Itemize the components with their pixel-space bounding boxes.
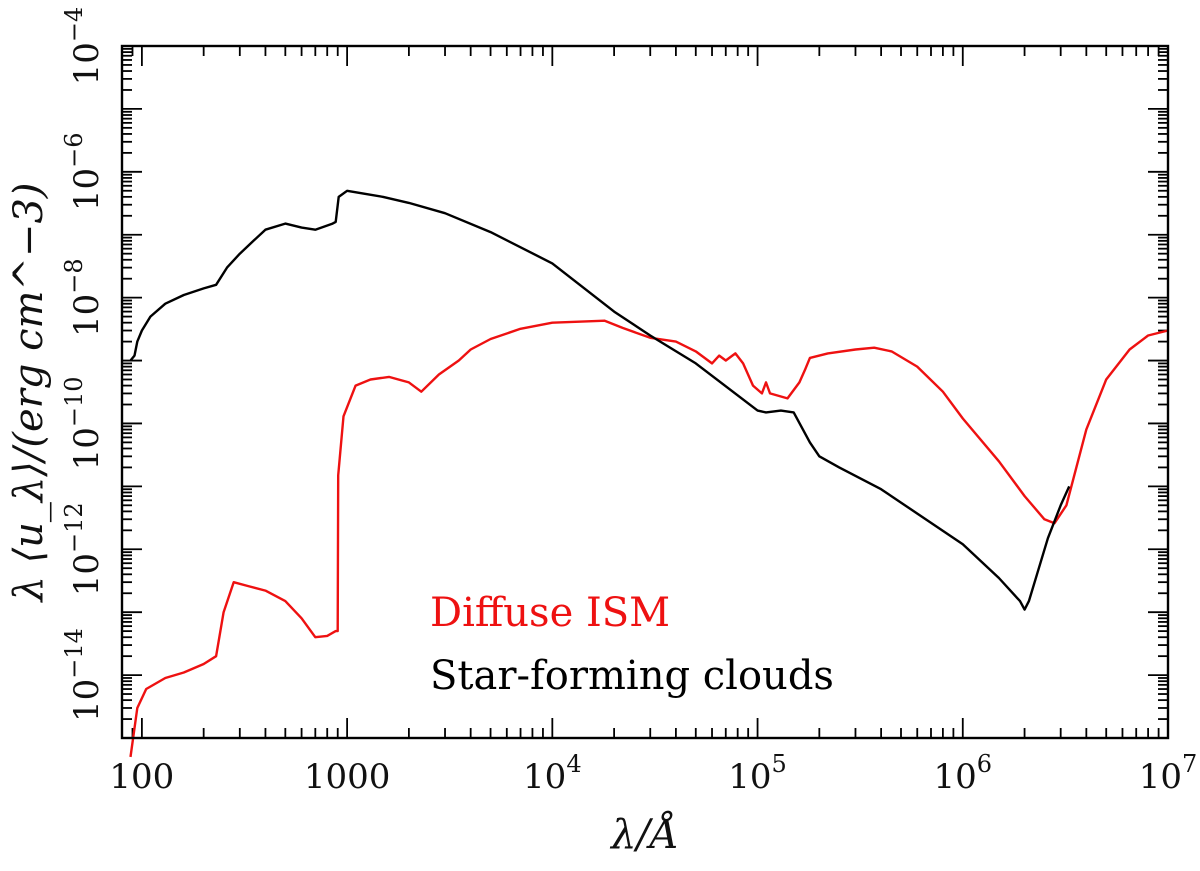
y-axis-title: λ ⟨u_λ⟩/(erg cm^−3) bbox=[6, 182, 52, 603]
legend-star-forming-clouds: Star-forming clouds bbox=[430, 653, 834, 699]
x-tick-label: 106 bbox=[934, 750, 993, 797]
x-tick-label: 107 bbox=[1139, 750, 1198, 797]
y-tick-label: 10−12 bbox=[60, 502, 107, 596]
y-tick-label: 10−6 bbox=[60, 132, 107, 211]
x-tick-label: 104 bbox=[523, 750, 582, 797]
y-tick-label: 10−8 bbox=[60, 258, 107, 337]
legend-diffuse-ism: Diffuse ISM bbox=[430, 590, 670, 636]
y-tick-label: 10−10 bbox=[60, 376, 107, 470]
x-tick-label: 1000 bbox=[304, 757, 391, 797]
series-line-star-forming-clouds bbox=[129, 189, 1071, 611]
x-tick-label: 100 bbox=[109, 757, 174, 797]
series-line-diffuse-ism bbox=[129, 319, 1169, 758]
x-axis-title: λ/Å bbox=[609, 811, 679, 858]
plot-frame bbox=[120, 44, 1170, 740]
y-tick-label: 10−4 bbox=[60, 7, 107, 86]
x-tick-label: 105 bbox=[728, 750, 787, 797]
y-tick-label: 10−14 bbox=[60, 628, 107, 722]
